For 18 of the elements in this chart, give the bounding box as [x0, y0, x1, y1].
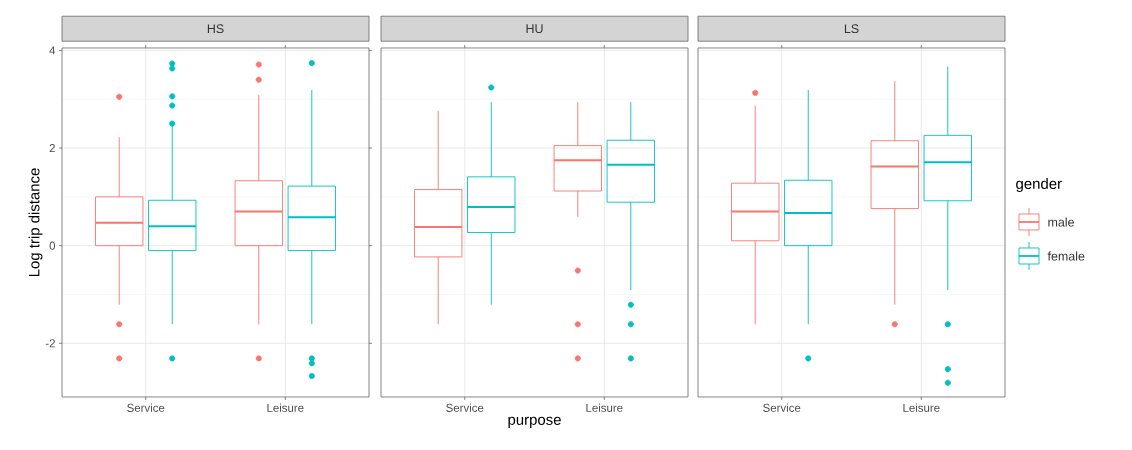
x-tick-label: Leisure: [267, 403, 304, 412]
legend-title: gender: [1016, 178, 1062, 192]
y-tick-label: 0: [49, 241, 56, 250]
y-axis-title: Log trip distance: [28, 168, 43, 277]
chart-title: LS: [844, 24, 859, 34]
x-tick-label: Leisure: [586, 403, 623, 412]
legend-label: female: [1047, 251, 1085, 261]
x-tick-label: Service: [446, 403, 484, 412]
legend-label: male: [1048, 217, 1074, 227]
y-tick-label: 4: [49, 46, 56, 55]
x-tick-label: Service: [127, 403, 165, 412]
y-tick-label: 2: [49, 144, 55, 153]
chart-title: HU: [526, 24, 543, 34]
y-tick-label: -2: [45, 339, 55, 348]
chart-title: HS: [207, 24, 224, 34]
x-tick-label: Leisure: [903, 403, 940, 412]
x-axis-title: purpose: [508, 416, 561, 428]
x-tick-label: Service: [763, 403, 801, 412]
